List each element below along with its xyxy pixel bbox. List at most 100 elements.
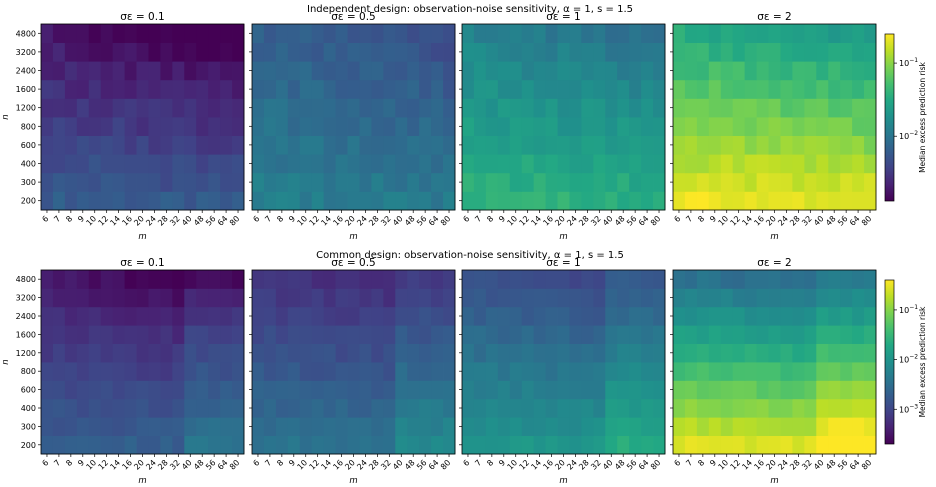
heatmap-cell (708, 343, 722, 363)
x-tick-label: 7 (52, 458, 62, 468)
heatmap-cell (407, 79, 420, 99)
heatmap-cell (521, 398, 535, 418)
heatmap-cell (419, 380, 432, 400)
heatmap-cell (232, 135, 245, 155)
heatmap-cell (148, 417, 161, 436)
heatmap-cell (347, 191, 360, 211)
heatmap-cell (720, 417, 734, 436)
heatmap-cell (252, 270, 265, 289)
panel-title: σε = 0.5 (331, 257, 376, 269)
heatmap-cell (383, 98, 396, 118)
heatmap-cell (347, 380, 360, 400)
heatmap-cell (569, 306, 582, 326)
heatmap-cell (431, 61, 444, 81)
heatmap-cell (335, 61, 348, 81)
heatmap-cell (768, 380, 781, 400)
heatmap-cell (431, 24, 444, 43)
heatmap-cell (263, 117, 277, 136)
x-tick-label: 6 (251, 214, 261, 224)
heatmap-cell (473, 417, 487, 436)
heatmap-cell (473, 325, 487, 344)
heatmap-cell (431, 343, 444, 363)
heatmap-cell (335, 172, 348, 192)
heatmap-cell (473, 172, 487, 192)
heatmap-cell (220, 325, 233, 344)
heatmap-cell (557, 380, 570, 400)
x-axis-label: m (770, 232, 778, 242)
heatmap-cell (172, 380, 185, 400)
heatmap-cell (708, 42, 722, 62)
heatmap-cell (653, 417, 666, 436)
heatmap-cell (64, 42, 78, 62)
heatmap-cell (431, 270, 444, 289)
heatmap-cell (509, 172, 523, 192)
heatmap-cell (804, 343, 817, 363)
heatmap-cell (804, 135, 817, 155)
heatmap-cell (545, 154, 558, 174)
heatmap-cell (395, 362, 408, 381)
heatmap-cell (160, 61, 173, 81)
heatmap-cell (780, 117, 793, 136)
x-tick-label: 9 (76, 458, 86, 468)
heatmap-cell (252, 42, 265, 62)
heatmap-cell (804, 42, 817, 62)
heatmap-cell (443, 325, 456, 344)
heatmap-cell (864, 306, 877, 326)
heatmap-cell (852, 154, 865, 174)
heatmap-cell (196, 288, 209, 308)
heatmap-cell (768, 435, 781, 455)
heatmap-cell (593, 191, 606, 211)
heatmap-cell (462, 362, 475, 381)
heatmap-cell (629, 79, 642, 99)
heatmap-cell (172, 288, 185, 308)
heatmap-cell (768, 117, 781, 136)
heatmap-cell (88, 79, 102, 99)
heatmap-cell (756, 24, 769, 43)
heatmap-cell (347, 435, 360, 455)
heatmap-cell (100, 288, 114, 308)
heatmap-cell (112, 288, 125, 308)
heatmap-cell (720, 325, 734, 344)
heatmap-cell (136, 343, 149, 363)
heatmap-cell (720, 154, 734, 174)
heatmap-cell (76, 79, 90, 99)
heatmap-cell (124, 79, 137, 99)
heatmap-cell (545, 135, 558, 155)
heatmap-cell (780, 380, 793, 400)
heatmap-cell (816, 42, 829, 62)
heatmap-cell (323, 306, 336, 326)
heatmap-cell (311, 325, 325, 344)
heatmap-cell (41, 42, 54, 62)
heatmap-cell (593, 325, 606, 344)
heatmap-cell (419, 135, 432, 155)
heatmap-cell (299, 61, 313, 81)
heatmap-cell (263, 79, 277, 99)
heatmap-cell (653, 24, 666, 43)
x-tick-label: 8 (275, 458, 285, 468)
heatmap-cell (840, 380, 853, 400)
heatmap-cell (485, 154, 499, 174)
heatmap-cell (383, 117, 396, 136)
x-tick-label: 6 (40, 214, 50, 224)
heatmap-cell (443, 172, 456, 192)
heatmap-cell (136, 417, 149, 436)
heatmap-cell (196, 417, 209, 436)
heatmap-cell (88, 380, 102, 400)
heatmap-cell (768, 417, 781, 436)
heatmap-cell (617, 343, 630, 363)
heatmap-cell (41, 288, 54, 308)
heatmap-cell (112, 435, 125, 455)
heatmap-cell (347, 98, 360, 118)
heatmap-cell (840, 435, 853, 455)
heatmap-cell (828, 380, 841, 400)
heatmap-cell (136, 79, 149, 99)
heatmap-cell (641, 417, 654, 436)
heatmap-cell (347, 117, 360, 136)
heatmap-cell (184, 380, 197, 400)
heatmap-cell (673, 362, 686, 381)
heatmap-cell (263, 435, 277, 455)
heatmap-cell (299, 288, 313, 308)
heatmap-cell (419, 362, 432, 381)
heatmap-cell (708, 288, 722, 308)
heatmap-cell (220, 79, 233, 99)
